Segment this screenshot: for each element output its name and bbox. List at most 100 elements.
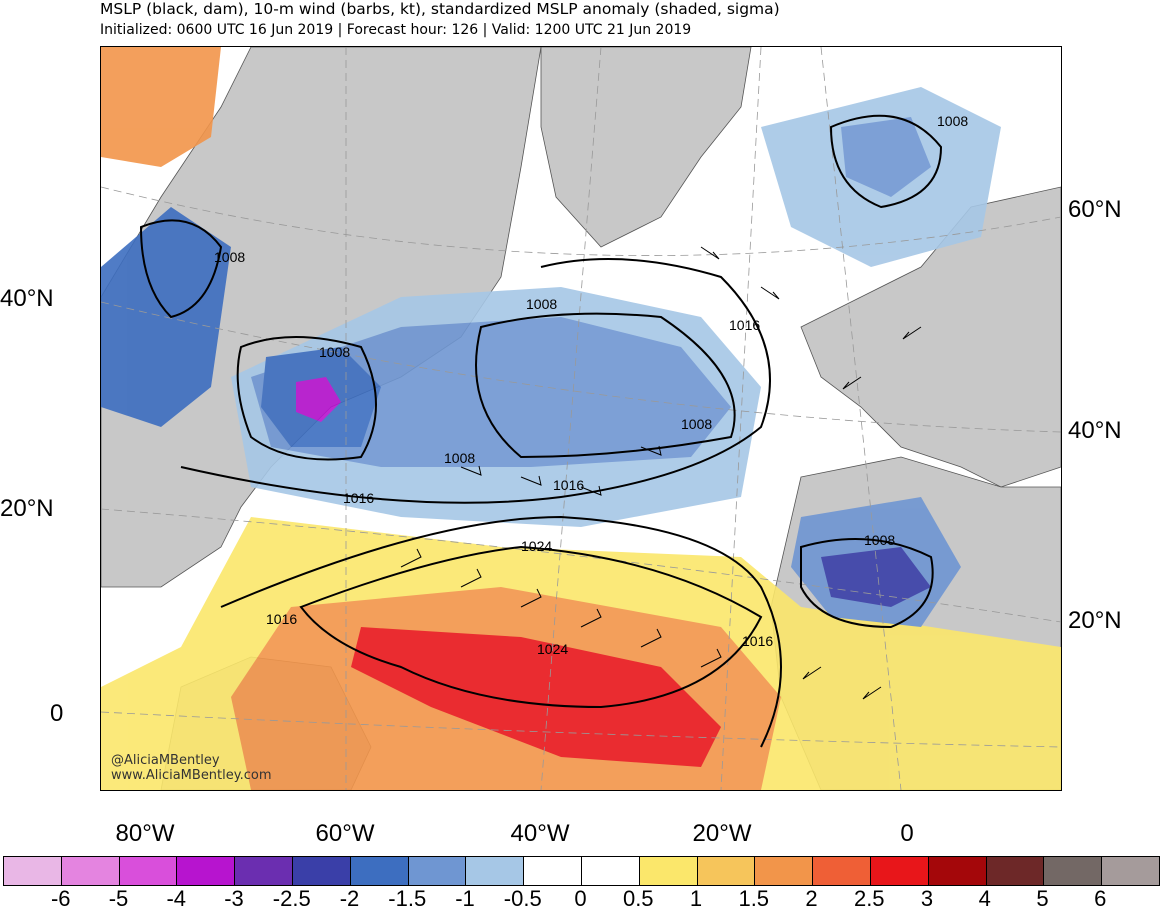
isobar-1008-scandinavia (829, 114, 943, 209)
graticule-lon-40w (540, 47, 602, 790)
colorbar-swatch (928, 857, 987, 885)
colorbar-label: -1.5 (388, 886, 427, 911)
colorbar-label: -3 (224, 886, 244, 911)
lon-label: 0 (900, 820, 914, 847)
contour-label: 1008 (937, 113, 968, 129)
map-subtitle: Initialized: 0600 UTC 16 Jun 2019 | Fore… (100, 22, 692, 38)
colorbar-swatch (61, 857, 120, 885)
contour-label: 1016 (553, 477, 584, 493)
contour-label: 1008 (214, 249, 245, 265)
colorbar-swatch (119, 857, 178, 885)
contour-label: 1024 (521, 538, 552, 554)
wind-barb-layer (400, 246, 922, 700)
credit-handle: @AliciaMBentley (111, 753, 220, 768)
wind-barb (842, 376, 862, 390)
greenland-land (540, 47, 752, 248)
colorbar-swatch (466, 857, 525, 885)
contour-label: 1016 (742, 633, 773, 649)
contour-label: 1016 (343, 490, 374, 506)
lat-label-right: 40°N (1068, 417, 1122, 444)
colorbar-label: -4 (166, 886, 187, 911)
contour-label: 1008 (864, 532, 895, 548)
anomaly-shading (101, 47, 1061, 790)
colorbar-swatch (581, 857, 640, 885)
lon-label: 20°W (692, 820, 752, 847)
credit-website: www.AliciaMBentley.com (111, 768, 272, 783)
negative-anomaly-west-atlantic-mid (251, 317, 731, 467)
contour-label: 1008 (526, 296, 557, 312)
isobar-1008-west (236, 336, 377, 461)
colorbar-label: 2 (805, 886, 818, 911)
map-title: MSLP (black, dam), 10-m wind (barbs, kt)… (100, 0, 780, 18)
negative-anomaly-iberia-core (821, 547, 931, 607)
isobar-1016-band (180, 258, 771, 504)
wind-barb (902, 326, 922, 340)
forecast-map: 1008 1008 1008 1008 1008 1008 1008 1016 … (100, 46, 1062, 791)
colorbar-label: 1.5 (738, 886, 770, 911)
lon-label: 40°W (510, 820, 570, 847)
colorbar-label: -0.5 (503, 886, 542, 911)
isobar-1008-northwest (139, 219, 223, 319)
lat-label-left: 0 (50, 700, 64, 727)
graticule-lon-20w (720, 47, 762, 790)
isobar-1024-south (299, 545, 763, 709)
colorbar-label: -6 (50, 886, 71, 911)
wind-barb (700, 648, 722, 668)
colorbar-swatch (408, 857, 467, 885)
graticule-lat-20 (101, 508, 1061, 623)
colorbar-label: 0.5 (622, 886, 654, 911)
graticule-lon-0 (820, 47, 902, 790)
wind-barb (640, 445, 662, 456)
colorbar-swatch (235, 857, 293, 885)
colorbar-label: 0 (574, 886, 587, 911)
colorbar-swatch (292, 857, 351, 885)
colorbar-swatch (524, 857, 582, 885)
wind-barb (460, 465, 482, 476)
colorbar-label: -2 (339, 886, 360, 911)
colorbar-swatch (350, 857, 409, 885)
wind-barb (460, 568, 482, 588)
colorbar-swatch (4, 857, 62, 885)
isobar-1008-iberia (800, 538, 934, 629)
negative-anomaly-scandinavia-core (841, 117, 931, 197)
positive-anomaly-nw (101, 47, 221, 167)
colorbar-swatch (1044, 857, 1103, 885)
lat-label-right: 60°N (1068, 196, 1122, 223)
map-svg: 1008 1008 1008 1008 1008 1008 1008 1016 … (101, 47, 1061, 790)
contour-label: 1008 (681, 416, 712, 432)
colorbar-swatch (813, 857, 871, 885)
wind-barb (862, 686, 882, 700)
graticule-lat-0 (101, 711, 1061, 748)
isobar-1008-central (475, 312, 736, 459)
colorbar-label: -5 (108, 886, 129, 911)
lon-label: 80°W (115, 820, 175, 847)
colorbar-label: 4 (978, 886, 991, 911)
wind-barb (580, 485, 602, 496)
colorbar-swatch (870, 857, 929, 885)
wind-barb (802, 666, 822, 680)
colorbar-label: 3 (920, 886, 934, 911)
wind-barb (520, 475, 542, 486)
negative-anomaly-purple-core (296, 377, 341, 422)
graticule-lat-40 (101, 301, 1061, 433)
wind-barb (580, 608, 602, 628)
lat-label-right: 20°N (1068, 607, 1122, 634)
isobar-layer (139, 114, 943, 748)
wind-barb (400, 548, 422, 568)
contour-label: 1016 (729, 317, 760, 333)
colorbar-label: -1 (455, 886, 475, 911)
wind-barb (640, 628, 662, 648)
contour-label: 1008 (444, 450, 475, 466)
lon-label: 60°W (315, 820, 375, 847)
wind-barb (520, 588, 542, 608)
wind-barb (700, 246, 720, 260)
contour-label: 1024 (537, 641, 568, 657)
colorbar-label: 2.5 (853, 886, 885, 911)
europe-land (800, 186, 1061, 488)
graticule (101, 47, 1061, 790)
colorbar-swatch (177, 857, 236, 885)
colorbar (3, 856, 1160, 886)
isobar-1016-south (220, 515, 782, 748)
lat-label-left: 20°N (0, 495, 54, 522)
colorbar-swatch (639, 857, 698, 885)
